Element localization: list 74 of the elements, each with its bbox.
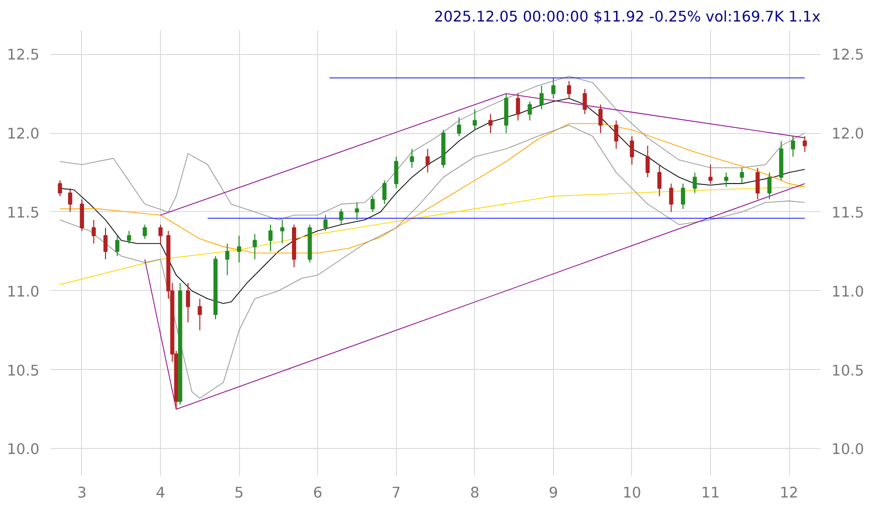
candlestick [80, 198, 84, 232]
candlestick [58, 180, 62, 197]
candlestick [198, 298, 202, 331]
candlestick [410, 148, 414, 168]
x-tick-label: 3 [77, 484, 87, 502]
candlestick [382, 180, 386, 205]
x-tick-label: 5 [234, 484, 244, 502]
candlestick [186, 282, 190, 323]
candlestick [488, 114, 493, 134]
candlestick [323, 214, 328, 232]
candlestick [802, 136, 807, 153]
y-tick-label: 10.5 [6, 362, 40, 380]
y-tick-label: 12.5 [6, 46, 40, 64]
x-tick-label: 12 [780, 484, 798, 502]
candlestick [657, 164, 662, 197]
candlestick [790, 136, 796, 158]
candlestick [142, 224, 147, 240]
candlestick [92, 219, 96, 244]
candlestick [708, 164, 713, 184]
candlestick [598, 104, 603, 134]
y-tick-label: 11.0 [6, 283, 40, 300]
candlestick [280, 219, 284, 244]
candlestick [692, 172, 697, 194]
candlestick [740, 167, 744, 184]
candlestick [394, 156, 398, 189]
y2-tick-label: 11.0 [832, 283, 864, 300]
y2-tick-label: 12.0 [832, 126, 864, 143]
candlestick [457, 116, 462, 137]
candlestick [252, 234, 257, 260]
candlestick [158, 224, 163, 244]
candlestick [225, 243, 230, 276]
y2-tick-label: 10.0 [832, 441, 864, 458]
candlestick [669, 183, 674, 212]
x-tick-label: 9 [548, 484, 558, 502]
x-tick-label: 7 [392, 484, 401, 502]
candlestick [680, 183, 686, 210]
y-tick-label: 11.5 [6, 204, 40, 222]
x-tick-label: 10 [622, 484, 642, 502]
candlestick [756, 167, 760, 200]
candlestick [370, 196, 375, 212]
y2-tick-label: 12.5 [832, 46, 864, 64]
candlestick [354, 202, 359, 220]
candlestick [127, 230, 132, 244]
candlestick [582, 88, 587, 115]
candlestick [103, 227, 108, 260]
candlestick [268, 224, 273, 252]
chart-title: 2025.12.05 00:00:00 $11.92 -0.25% vol:169.7K 1.1x [434, 8, 821, 26]
y2-tick-label: 10.5 [832, 362, 864, 380]
x-tick-label: 11 [701, 484, 720, 502]
candlestick [614, 120, 618, 150]
line-series [60, 124, 806, 399]
candlestick [472, 108, 477, 130]
candlestick [115, 235, 120, 257]
candlestick [630, 136, 634, 166]
line-series [60, 186, 806, 285]
y-tick-label: 10.0 [6, 441, 40, 458]
line-series [60, 76, 806, 220]
candlestick [767, 172, 772, 200]
y-tick-label: 12.0 [6, 126, 40, 143]
x-tick-label: 6 [312, 484, 322, 502]
candlestick [540, 85, 544, 110]
candlestick [724, 172, 728, 188]
candlestick [528, 101, 532, 121]
candlestick [237, 235, 242, 263]
candlestick [339, 208, 344, 226]
candlestick [516, 93, 520, 121]
candlestick [646, 145, 650, 178]
candlestick [426, 148, 430, 174]
candlestick [551, 77, 556, 99]
candlestick [68, 188, 72, 212]
x-tick-label: 4 [156, 484, 166, 502]
y2-tick-label: 11.5 [832, 204, 864, 222]
x-tick-label: 8 [470, 484, 480, 502]
candlestick [567, 80, 572, 99]
